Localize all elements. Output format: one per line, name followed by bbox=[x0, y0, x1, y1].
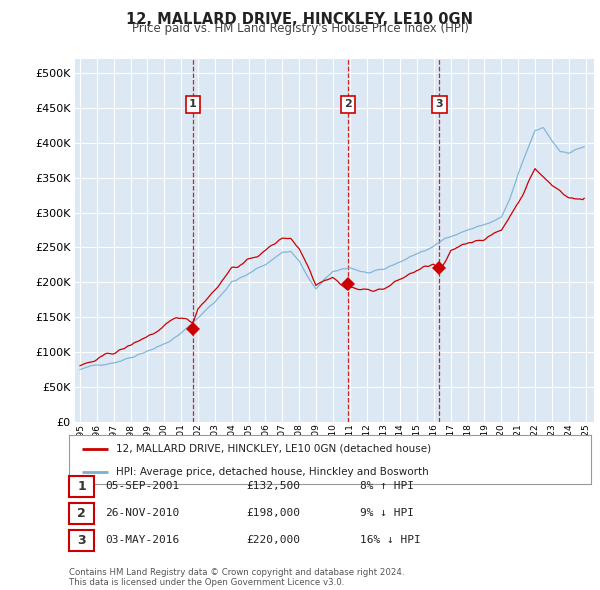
Text: 8% ↑ HPI: 8% ↑ HPI bbox=[360, 481, 414, 491]
Text: 1: 1 bbox=[189, 99, 197, 109]
Text: £132,500: £132,500 bbox=[246, 481, 300, 491]
Text: Contains HM Land Registry data © Crown copyright and database right 2024.
This d: Contains HM Land Registry data © Crown c… bbox=[69, 568, 404, 587]
Text: 2: 2 bbox=[77, 507, 86, 520]
Text: 26-NOV-2010: 26-NOV-2010 bbox=[105, 509, 179, 518]
Text: 3: 3 bbox=[77, 534, 86, 547]
Text: 9% ↓ HPI: 9% ↓ HPI bbox=[360, 509, 414, 518]
Text: 03-MAY-2016: 03-MAY-2016 bbox=[105, 536, 179, 545]
Text: 05-SEP-2001: 05-SEP-2001 bbox=[105, 481, 179, 491]
Text: Price paid vs. HM Land Registry's House Price Index (HPI): Price paid vs. HM Land Registry's House … bbox=[131, 22, 469, 35]
Text: 16% ↓ HPI: 16% ↓ HPI bbox=[360, 536, 421, 545]
Text: £220,000: £220,000 bbox=[246, 536, 300, 545]
Text: 12, MALLARD DRIVE, HINCKLEY, LE10 0GN (detached house): 12, MALLARD DRIVE, HINCKLEY, LE10 0GN (d… bbox=[116, 444, 431, 454]
Text: 2: 2 bbox=[344, 99, 352, 109]
Text: 1: 1 bbox=[77, 480, 86, 493]
Text: £198,000: £198,000 bbox=[246, 509, 300, 518]
Text: 12, MALLARD DRIVE, HINCKLEY, LE10 0GN: 12, MALLARD DRIVE, HINCKLEY, LE10 0GN bbox=[127, 12, 473, 27]
Text: 3: 3 bbox=[436, 99, 443, 109]
Text: HPI: Average price, detached house, Hinckley and Bosworth: HPI: Average price, detached house, Hinc… bbox=[116, 467, 429, 477]
